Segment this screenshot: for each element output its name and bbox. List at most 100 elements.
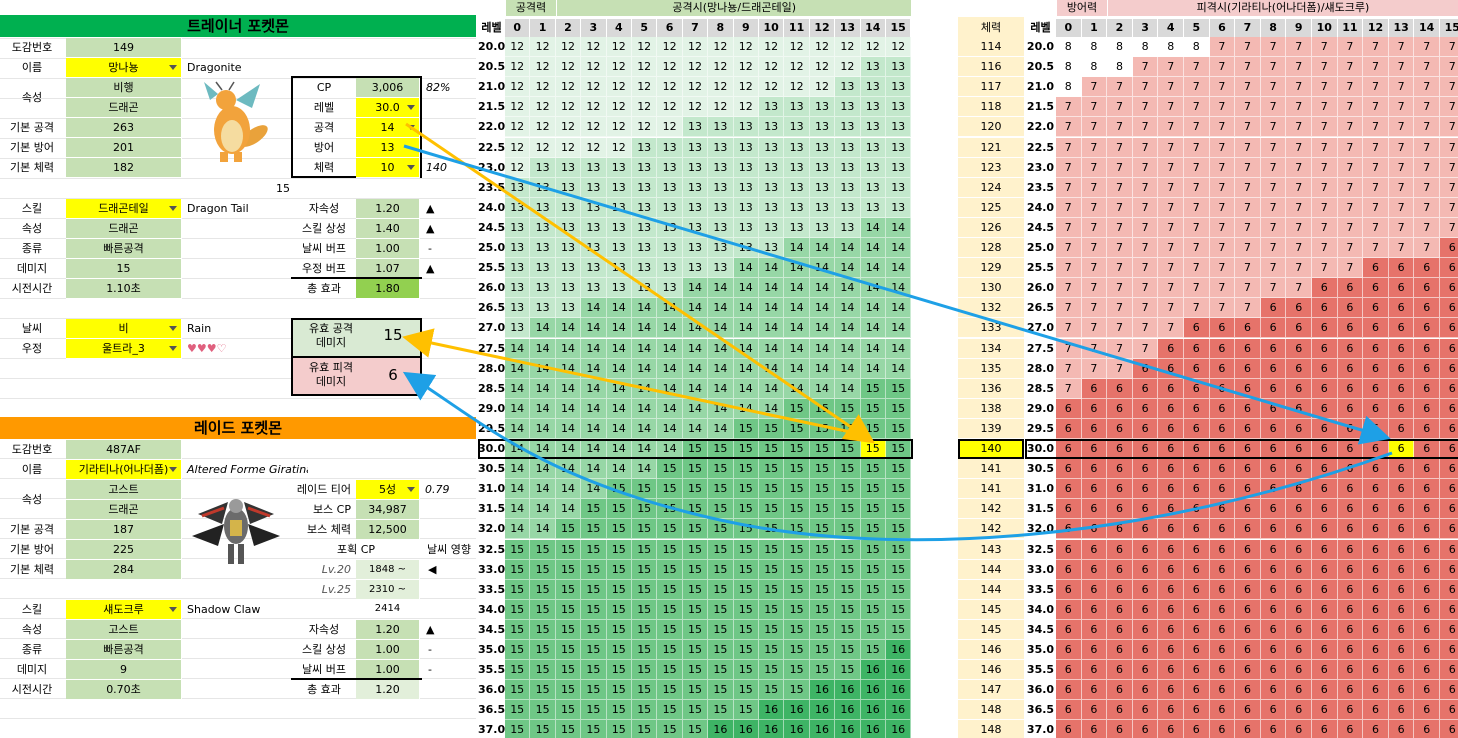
atk-cell[interactable]: 12 xyxy=(555,77,582,98)
atk-cell[interactable]: 14 xyxy=(505,378,531,399)
def-cell[interactable]: 6 xyxy=(1337,539,1364,560)
atk-cell[interactable]: 15 xyxy=(784,599,810,620)
atk-cell[interactable]: 14 xyxy=(682,358,709,379)
def-cell[interactable]: 6 xyxy=(1414,378,1440,399)
def-cell[interactable]: 6 xyxy=(1286,579,1312,600)
def-cell[interactable]: 7 xyxy=(1132,117,1159,138)
atk-cell[interactable]: 13 xyxy=(581,157,607,178)
def-cell[interactable]: 7 xyxy=(1414,238,1440,259)
def-cell[interactable]: 6 xyxy=(1209,318,1236,339)
def-cell[interactable]: 7 xyxy=(1388,157,1415,178)
atk-cell[interactable]: 15 xyxy=(581,720,607,738)
def-cell[interactable]: 6 xyxy=(1158,378,1184,399)
def-cell[interactable]: 6 xyxy=(1209,539,1236,560)
def-cell[interactable]: 6 xyxy=(1184,338,1210,359)
atk-cell[interactable]: 15 xyxy=(657,579,683,600)
atk-cell[interactable]: 15 xyxy=(581,559,607,580)
atk-cell[interactable]: 14 xyxy=(606,338,632,359)
atk-cell[interactable]: 14 xyxy=(886,258,912,279)
atk-cell[interactable]: 13 xyxy=(708,157,734,178)
def-cell[interactable]: 6 xyxy=(1388,318,1415,339)
def-cell[interactable]: 6 xyxy=(1337,720,1364,738)
def-cell[interactable]: 7 xyxy=(1260,258,1287,279)
atk-cell[interactable]: 15 xyxy=(886,499,912,520)
trainer-skill-select[interactable]: 드래곤테일 xyxy=(66,199,182,219)
def-cell[interactable]: 6 xyxy=(1260,619,1287,640)
atk-cell[interactable]: 13 xyxy=(835,137,861,158)
def-cell[interactable]: 6 xyxy=(1388,338,1415,359)
atk-cell[interactable]: 14 xyxy=(784,358,810,379)
def-cell[interactable]: 6 xyxy=(1363,298,1389,319)
def-cell[interactable]: 6 xyxy=(1312,539,1338,560)
atk-cell[interactable]: 14 xyxy=(505,338,531,359)
dropdown-arrow-icon[interactable] xyxy=(407,165,415,170)
atk-cell[interactable]: 13 xyxy=(505,278,531,299)
def-cell[interactable]: 6 xyxy=(1158,459,1184,480)
atk-cell[interactable]: 14 xyxy=(555,499,582,520)
def-cell[interactable]: 7 xyxy=(1081,298,1108,319)
atk-cell[interactable]: 15 xyxy=(809,619,836,640)
def-cell[interactable]: 6 xyxy=(1414,398,1440,419)
def-cell[interactable]: 6 xyxy=(1260,459,1287,480)
def-cell[interactable]: 6 xyxy=(1312,398,1338,419)
atk-cell[interactable]: 12 xyxy=(505,117,531,138)
atk-cell[interactable]: 16 xyxy=(809,680,836,701)
atk-cell[interactable]: 13 xyxy=(530,298,556,319)
def-cell[interactable]: 6 xyxy=(1132,680,1159,701)
atk-cell[interactable]: 13 xyxy=(632,238,658,259)
atk-cell[interactable]: 15 xyxy=(657,559,683,580)
def-cell[interactable]: 7 xyxy=(1260,57,1287,78)
def-cell[interactable]: 6 xyxy=(1132,539,1159,560)
def-cell[interactable]: 6 xyxy=(1107,619,1133,640)
atk-cell[interactable]: 13 xyxy=(555,278,582,299)
atk-cell[interactable]: 15 xyxy=(606,660,632,681)
atk-cell[interactable]: 15 xyxy=(809,660,836,681)
def-cell[interactable]: 7 xyxy=(1132,217,1159,238)
atk-cell[interactable]: 14 xyxy=(733,278,759,299)
atk-cell[interactable]: 14 xyxy=(606,418,632,439)
atk-cell[interactable]: 14 xyxy=(784,318,810,339)
atk-cell[interactable]: 12 xyxy=(759,57,785,78)
def-cell[interactable]: 7 xyxy=(1132,177,1159,198)
atk-cell[interactable]: 15 xyxy=(860,479,886,500)
atk-cell[interactable]: 13 xyxy=(530,238,556,259)
def-cell[interactable]: 6 xyxy=(1184,539,1210,560)
def-cell[interactable]: 6 xyxy=(1286,398,1312,419)
atk-cell[interactable]: 15 xyxy=(606,539,632,560)
def-cell[interactable]: 7 xyxy=(1286,137,1312,158)
def-cell[interactable]: 7 xyxy=(1260,97,1287,118)
def-cell[interactable]: 7 xyxy=(1107,278,1133,299)
atk-cell[interactable]: 14 xyxy=(809,338,836,359)
def-cell[interactable]: 6 xyxy=(1388,700,1415,721)
def-cell[interactable]: 6 xyxy=(1132,459,1159,480)
def-cell[interactable]: 7 xyxy=(1312,117,1338,138)
atk-cell[interactable]: 13 xyxy=(860,117,886,138)
atk-cell[interactable]: 14 xyxy=(581,378,607,399)
def-cell[interactable]: 6 xyxy=(1235,459,1261,480)
atk-cell[interactable]: 14 xyxy=(505,398,531,419)
atk-cell[interactable]: 15 xyxy=(860,559,886,580)
def-cell[interactable]: 6 xyxy=(1184,398,1210,419)
def-cell[interactable]: 7 xyxy=(1184,97,1210,118)
def-cell[interactable]: 6 xyxy=(1286,338,1312,359)
atk-cell[interactable]: 15 xyxy=(809,519,836,540)
def-cell[interactable]: 7 xyxy=(1107,238,1133,259)
atk-cell[interactable]: 13 xyxy=(632,278,658,299)
atk-cell[interactable]: 15 xyxy=(682,479,709,500)
atk-cell[interactable]: 14 xyxy=(708,318,734,339)
atk-cell[interactable]: 15 xyxy=(530,599,556,620)
atk-cell[interactable]: 14 xyxy=(708,298,734,319)
atk-cell[interactable]: 13 xyxy=(809,197,836,218)
atk-cell[interactable]: 15 xyxy=(886,418,912,439)
def-cell[interactable]: 7 xyxy=(1440,117,1458,138)
def-cell[interactable]: 7 xyxy=(1337,217,1364,238)
atk-cell[interactable]: 12 xyxy=(581,37,607,58)
def-cell[interactable]: 7 xyxy=(1158,97,1184,118)
atk-cell[interactable]: 12 xyxy=(657,37,683,58)
def-cell[interactable]: 7 xyxy=(1363,177,1389,198)
atk-cell[interactable]: 16 xyxy=(886,720,912,738)
atk-cell[interactable]: 13 xyxy=(784,117,810,138)
atk-cell[interactable]: 13 xyxy=(708,217,734,238)
def-cell[interactable]: 7 xyxy=(1286,217,1312,238)
atk-cell[interactable]: 16 xyxy=(835,680,861,701)
